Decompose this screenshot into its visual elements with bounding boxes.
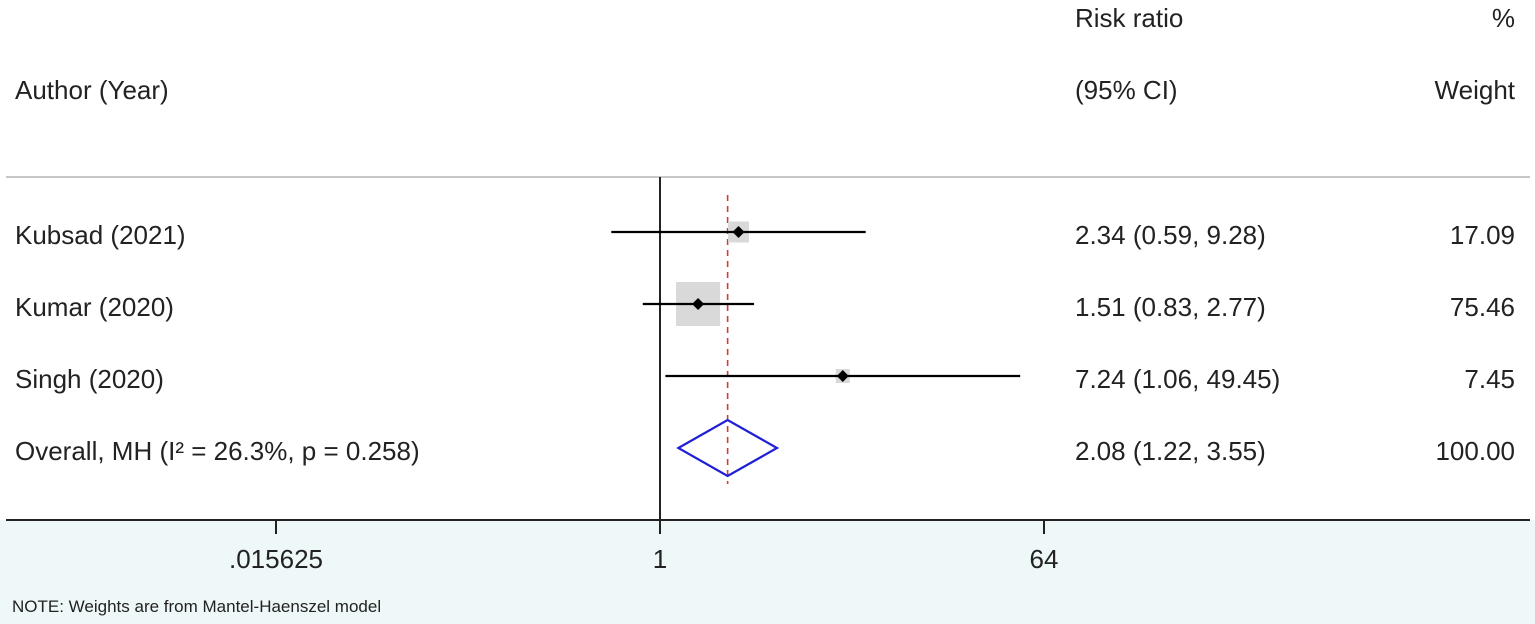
overall-weight-text: 100.00 [1435,436,1515,466]
weight-column-header-line2: Weight [1435,75,1516,105]
x-axis-tick-label: .015625 [229,544,323,574]
x-axis-tick-label: 1 [653,544,667,574]
study-point-estimate [692,298,705,310]
effect-column-header-line2: (95% CI) [1075,75,1178,105]
study-weight-text: 75.46 [1450,292,1515,322]
study-point-estimate [836,370,849,382]
study-weight-text: 7.45 [1464,364,1515,394]
footnote: NOTE: Weights are from Mantel-Haenszel m… [12,597,381,616]
study-ci-text: 7.24 (1.06, 49.45) [1075,364,1280,394]
study-label: Kubsad (2021) [15,220,186,250]
overall-ci-text: 2.08 (1.22, 3.55) [1075,436,1266,466]
overall-label: Overall, MH (I² = 26.3%, p = 0.258) [15,436,420,466]
study-ci-text: 2.34 (0.59, 9.28) [1075,220,1266,250]
axis-area-background [0,520,1535,624]
plot-area-background [0,0,1535,520]
effect-column-header-line1: Risk ratio [1075,3,1183,33]
weight-column-header-line1: % [1492,3,1515,33]
study-point-estimate [732,226,745,238]
study-weight-text: 17.09 [1450,220,1515,250]
study-label: Kumar (2020) [15,292,174,322]
x-axis-tick-label: 64 [1030,544,1059,574]
overall-diamond [676,418,780,478]
study-ci-text: 1.51 (0.83, 2.77) [1075,292,1266,322]
author-column-header: Author (Year) [15,75,169,105]
study-label: Singh (2020) [15,364,164,394]
